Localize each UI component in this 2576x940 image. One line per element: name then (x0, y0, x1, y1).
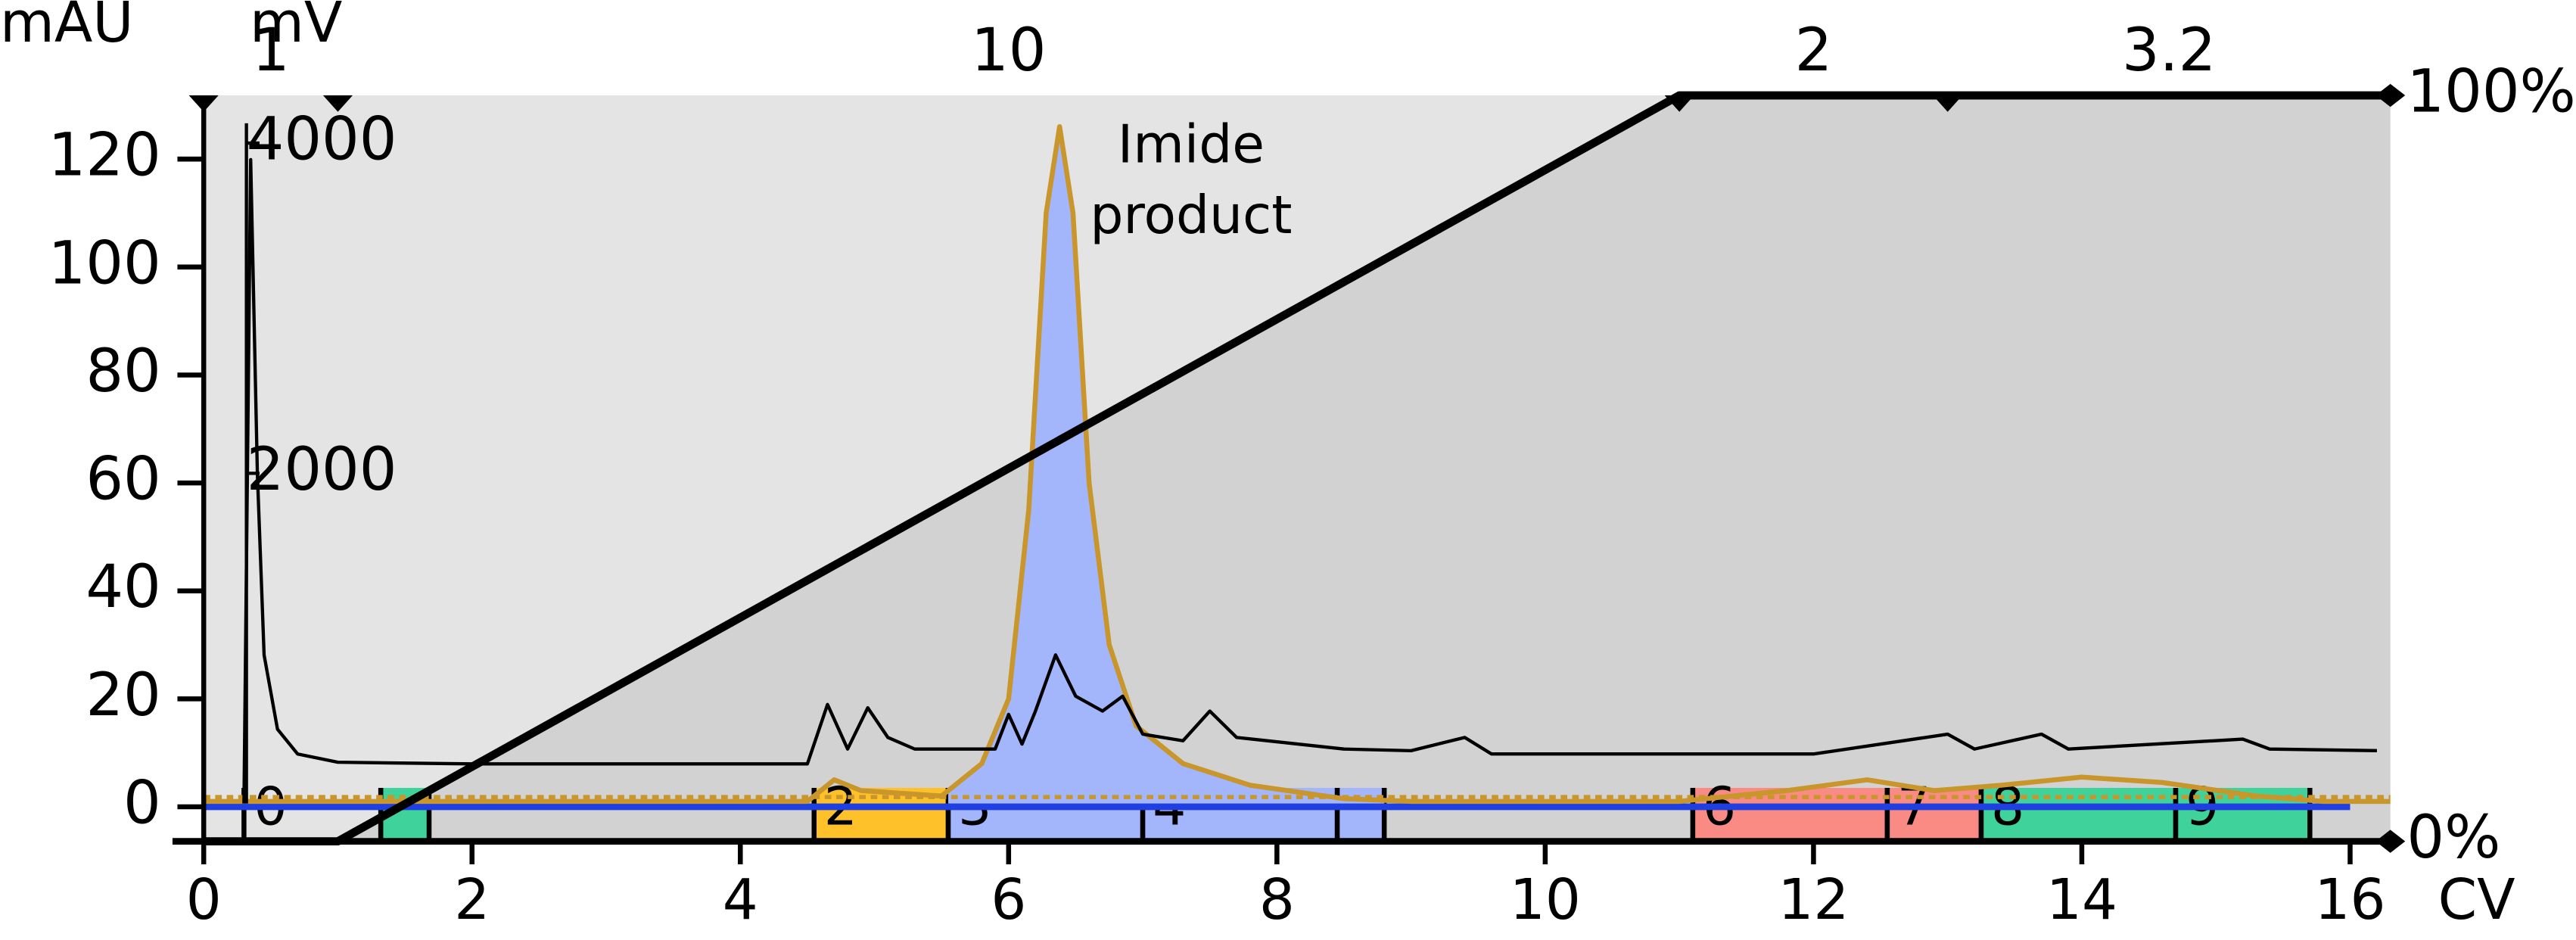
segment-marker (322, 95, 353, 112)
x-tick-label: 12 (1778, 867, 1849, 932)
segment-label: 3.2 (2122, 16, 2216, 85)
y-tick-label: 120 (48, 121, 161, 190)
y3-tick-label: 0% (2406, 803, 2500, 872)
y-tick-label: 0 (123, 768, 161, 837)
y-tick-label: 60 (86, 445, 160, 514)
y-tick-label: 80 (86, 337, 160, 406)
segment-marker (188, 95, 219, 112)
x-tick-label: 14 (2046, 867, 2117, 932)
signal-trace (242, 157, 2377, 804)
segment-label: 2 (1795, 16, 1833, 85)
y-tick-label: 40 (86, 552, 160, 621)
y-tick-label: 100 (48, 229, 161, 297)
x-axis-title: CV (2438, 867, 2515, 932)
x-tick-label: 10 (1510, 867, 1581, 932)
annotation: Imide (1118, 115, 1265, 176)
segment-marker (1664, 95, 1694, 112)
y2-tick-label: 2000 (247, 435, 397, 504)
segment-label: 10 (971, 16, 1046, 85)
x-tick-label: 2 (454, 867, 490, 932)
y-tick-label: 20 (86, 661, 160, 730)
segment-label: 1 (252, 16, 290, 85)
annotation: product (1090, 185, 1292, 246)
x-tick-label: 6 (991, 867, 1026, 932)
y3-tick-label: 100% (2406, 58, 2575, 126)
y2-tick-label: 4000 (247, 105, 397, 174)
segment-marker (1933, 95, 1963, 112)
peak-fill (948, 126, 1385, 807)
x-tick-label: 16 (2315, 867, 2386, 932)
uv-trace (204, 124, 2391, 805)
y2-axis-title: mV (250, 0, 342, 55)
x-tick-label: 4 (723, 867, 758, 932)
x-tick-label: 8 (1259, 867, 1295, 932)
x-tick-label: 0 (186, 867, 222, 932)
y-axis-title: mAU (0, 0, 133, 55)
gradient-area (204, 95, 2391, 842)
